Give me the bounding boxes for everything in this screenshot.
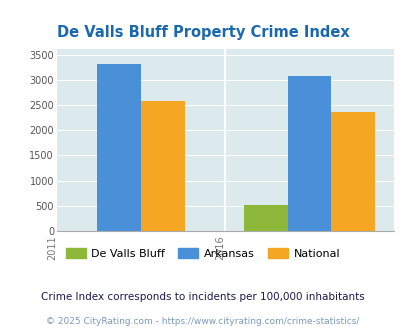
Text: Crime Index corresponds to incidents per 100,000 inhabitants: Crime Index corresponds to incidents per… xyxy=(41,292,364,302)
Text: De Valls Bluff Property Crime Index: De Valls Bluff Property Crime Index xyxy=(56,25,349,40)
Bar xyxy=(330,112,374,231)
Legend: De Valls Bluff, Arkansas, National: De Valls Bluff, Arkansas, National xyxy=(61,244,344,263)
Text: © 2025 CityRating.com - https://www.cityrating.com/crime-statistics/: © 2025 CityRating.com - https://www.city… xyxy=(46,317,359,326)
Bar xyxy=(97,64,141,231)
Bar xyxy=(287,77,330,231)
Bar xyxy=(141,101,184,231)
Bar xyxy=(243,205,287,231)
